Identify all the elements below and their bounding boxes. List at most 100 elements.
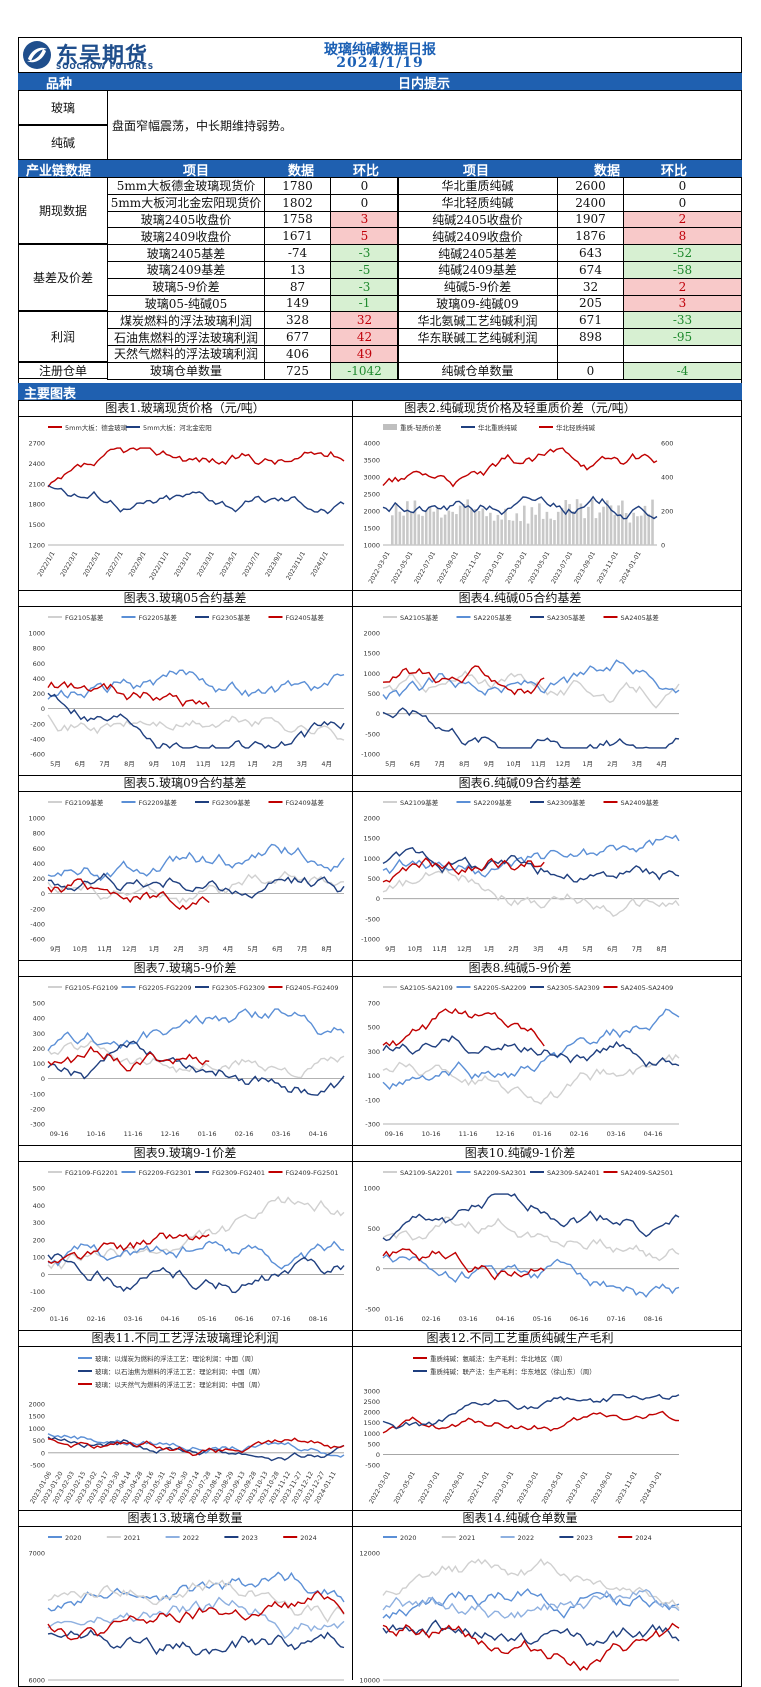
row-change-left: 32 — [330, 311, 399, 330]
x-tick-label: 02-16 — [570, 1130, 589, 1138]
y-tick-label: 7000 — [28, 1550, 45, 1558]
y-tick-label: 1000 — [363, 670, 380, 678]
legend-label: 2024 — [300, 1534, 317, 1542]
x-tick-label: 2022-05-01 — [390, 550, 414, 585]
row-value-right — [557, 345, 624, 363]
chart-row-rule — [18, 1330, 742, 1331]
y2-tick-label: 0 — [661, 542, 665, 550]
bar-mark — [402, 515, 405, 545]
chart-title: 图表11.不同工艺浮法玻璃理论利润 — [91, 1331, 279, 1345]
row-change-left: 3 — [330, 210, 399, 229]
row-change-right: -52 — [623, 244, 742, 262]
y-tick-label: 500 — [368, 1024, 380, 1032]
x-tick-label: 2023-11-01 — [615, 1470, 639, 1505]
y-tick-label: 1000 — [28, 815, 45, 823]
legend-label: FG2405基差 — [286, 613, 325, 622]
x-tick-label: 5月 — [385, 760, 396, 768]
legend-label: FG2309基差 — [212, 798, 251, 807]
row-item-right: 华北轻质纯碱 — [397, 193, 558, 212]
y-tick-label: 2000 — [363, 508, 380, 516]
report-title: 玻璃纯碱数据日报 — [324, 42, 436, 58]
row-value-right: 1907 — [557, 210, 624, 229]
bar-mark — [466, 499, 470, 545]
row-change-left: -5 — [330, 261, 399, 279]
chart-plot: FG2105基差 FG2205基差 FG2305基差 FG2405基差 1000 800 6… — [28, 613, 345, 768]
x-tick-label: 9月 — [385, 945, 396, 953]
chart-title: 图表14.纯碱仓单数量 — [462, 1511, 578, 1525]
x-tick-label: 9月 — [149, 760, 160, 768]
bar-mark — [594, 518, 598, 545]
row-change-right: -33 — [623, 311, 742, 330]
legend-label: FG2305基差 — [212, 613, 251, 622]
x-tick-label: 3月 — [198, 945, 209, 953]
y-tick-label: 1000 — [363, 855, 380, 863]
legend-label: 2024 — [635, 1534, 652, 1542]
series-line — [382, 447, 658, 488]
x-tick-label: 01-16 — [198, 1130, 217, 1138]
y2-tick-label: 200 — [661, 508, 673, 516]
legend-label: 玻璃：以天然气为燃料的浮法工艺：理论利润：中国（周） — [95, 1380, 264, 1389]
bar-mark — [473, 508, 477, 545]
y-tick-label: 1500 — [28, 521, 45, 529]
x-tick-label: 1月 — [484, 945, 495, 953]
row-item-right: 纯碱2409基差 — [397, 261, 558, 279]
bar-mark — [632, 512, 635, 545]
y-tick-label: 2000 — [28, 1401, 45, 1409]
x-tick-label: 07-16 — [272, 1315, 291, 1323]
x-tick-label: 2023/11/1 — [285, 550, 307, 581]
series-line — [382, 1558, 680, 1609]
x-tick-label: 4月 — [558, 945, 569, 953]
chart-column-divider — [352, 400, 353, 1680]
y-tick-label: 1500 — [363, 650, 380, 658]
x-tick-label: 09-16 — [385, 1130, 404, 1138]
chart-title-rule — [18, 976, 742, 977]
row-item-left: 玻璃2409收盘价 — [107, 227, 265, 246]
row-item-right: 玻璃09-纯碱09 — [397, 294, 558, 313]
chart-plot: 2020 2021 2022 2023 2024 7000 6000 — [28, 1534, 345, 1684]
bar-mark — [590, 499, 594, 545]
y-tick-label: 0 — [376, 1265, 380, 1273]
x-tick-label: 08-16 — [309, 1315, 328, 1323]
series-line — [47, 692, 345, 749]
x-tick-label: 2023-01-01 — [482, 550, 506, 585]
x-tick-label: 06-16 — [235, 1315, 254, 1323]
row-change-left: -3 — [330, 277, 399, 296]
x-tick-label: 12月 — [556, 760, 571, 768]
legend-label: SA2209-SA2301 — [474, 1169, 527, 1177]
legend-label: 5mm大板：河北金宏阳 — [143, 423, 212, 432]
row-change-right: -95 — [623, 328, 742, 346]
series-line — [47, 714, 345, 741]
chart-row-rule — [18, 775, 742, 776]
chart-title: 图表3.玻璃05合约基差 — [123, 591, 247, 605]
x-tick-label: 03-16 — [124, 1315, 143, 1323]
x-tick-label: 03-16 — [272, 1130, 291, 1138]
x-tick-label: 04-16 — [161, 1315, 180, 1323]
row-change-left: -1 — [330, 294, 399, 313]
x-tick-label: 04-16 — [309, 1130, 328, 1138]
x-tick-label: 12-16 — [496, 1130, 515, 1138]
y-tick-label: 4000 — [363, 440, 380, 448]
bar-mark — [530, 507, 534, 545]
bar-mark — [651, 499, 654, 545]
series-line — [382, 1053, 680, 1105]
y-tick-label: 700 — [368, 1000, 380, 1008]
legend-label: 2021 — [459, 1534, 476, 1542]
bar-mark — [545, 511, 549, 545]
bar-mark — [568, 504, 571, 545]
x-tick-label: 10月 — [171, 760, 186, 768]
legend-label: SA2409-SA2501 — [621, 1169, 674, 1177]
x-tick-label: 2023-03-01 — [505, 550, 529, 585]
y-tick-label: -500 — [365, 1306, 380, 1314]
y-tick-label: -200 — [30, 720, 45, 728]
row-change-right: 0 — [623, 193, 742, 212]
row-value-left: 1671 — [264, 227, 331, 246]
row-value-left: 677 — [264, 328, 331, 346]
chart-plot: FG2109基差 FG2209基差 FG2309基差 FG2409基差 1000 800 6… — [28, 798, 345, 953]
row-value-left: -74 — [264, 244, 331, 262]
x-tick-label: 12月 — [122, 945, 137, 953]
legend-label: 2022 — [518, 1534, 535, 1542]
y-tick-label: 0 — [41, 890, 45, 898]
series-line — [382, 1619, 680, 1647]
y2-tick-label: 600 — [661, 440, 673, 448]
y-tick-label: 200 — [33, 875, 45, 883]
